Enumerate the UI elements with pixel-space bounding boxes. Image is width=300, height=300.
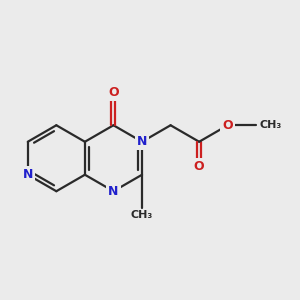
Text: CH₃: CH₃ (131, 210, 153, 220)
Text: O: O (222, 119, 233, 132)
Text: N: N (108, 185, 118, 198)
Text: O: O (108, 86, 119, 99)
Text: CH₃: CH₃ (259, 120, 281, 130)
Text: N: N (22, 168, 33, 181)
Text: N: N (137, 135, 147, 148)
Text: O: O (194, 160, 205, 173)
